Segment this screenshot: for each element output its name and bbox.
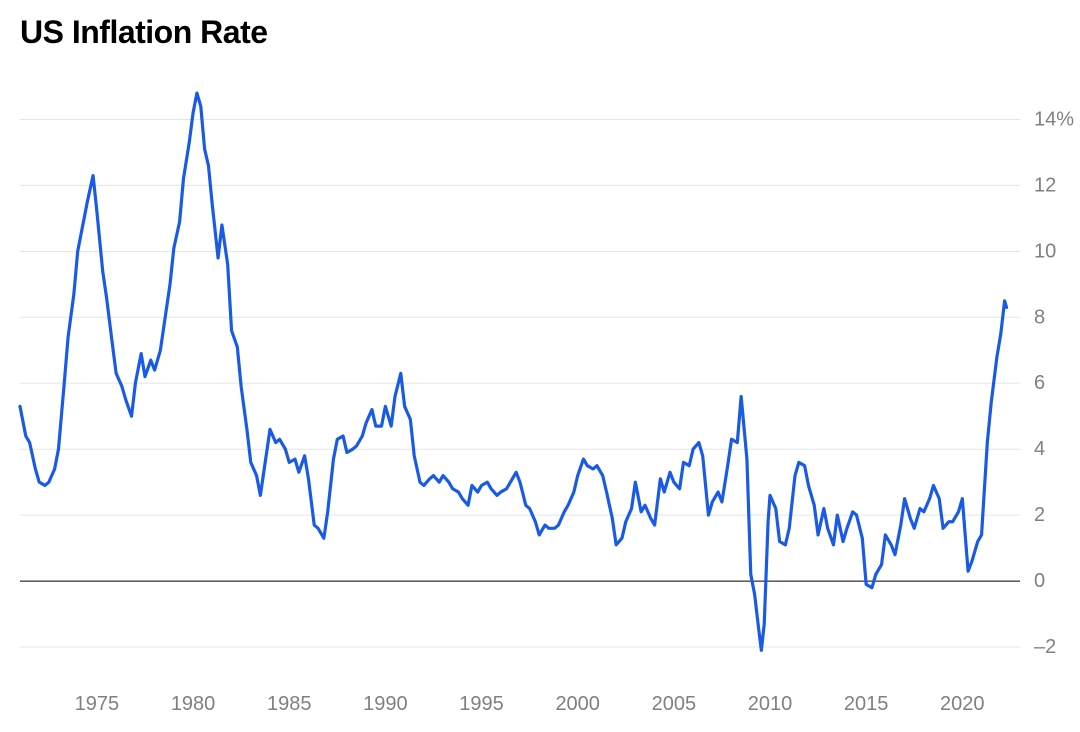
y-axis-label: 12 (1034, 174, 1056, 196)
x-axis-label: 2000 (555, 693, 600, 715)
inflation-line-chart: –2 0 2 4 6 8 10 12 14% 1975 1980 1985 1990 1995 2000 20… (0, 0, 1080, 732)
x-axis-label: 1990 (363, 693, 408, 715)
inflation-series-line (20, 93, 1007, 650)
x-axis-label: 2020 (940, 693, 985, 715)
y-axis-label: 0 (1034, 570, 1045, 592)
x-axis-label: 1975 (75, 693, 120, 715)
y-axis-label: 6 (1034, 372, 1045, 394)
y-axis-label: 4 (1034, 438, 1045, 460)
x-axis-label: 2010 (748, 693, 793, 715)
x-axis-label: 1995 (459, 693, 504, 715)
y-axis-label: –2 (1034, 636, 1056, 658)
y-axis-label: 2 (1034, 504, 1045, 526)
y-axis-label: 14% (1034, 108, 1074, 130)
x-axis-label: 1985 (267, 693, 312, 715)
x-axis-label: 2005 (652, 693, 697, 715)
x-axis-label: 2015 (844, 693, 889, 715)
y-axis-label: 8 (1034, 306, 1045, 328)
y-axis-label: 10 (1034, 240, 1056, 262)
x-axis-label: 1980 (171, 693, 216, 715)
